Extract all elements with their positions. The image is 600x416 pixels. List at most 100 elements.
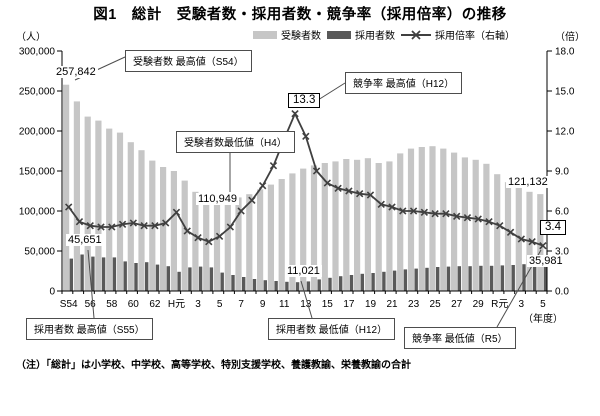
hires-bar bbox=[69, 258, 73, 291]
hires-bar bbox=[317, 279, 321, 291]
examinees-bar bbox=[267, 184, 274, 291]
value-hire-min: 11,021 bbox=[285, 265, 322, 277]
examinees-bar bbox=[63, 84, 70, 291]
annotation-ratio-max: 競争率 最高値（H12） bbox=[345, 72, 463, 94]
x-axis-tick-label: 58 bbox=[106, 299, 118, 310]
hires-bar bbox=[522, 264, 526, 291]
ratio-marker bbox=[366, 191, 375, 199]
hires-bar bbox=[263, 280, 267, 291]
ratio-marker bbox=[377, 200, 385, 208]
annotation-exam-min: 受験者数最低値（H4） bbox=[176, 131, 295, 153]
ratio-marker bbox=[118, 220, 127, 228]
examinees-bar bbox=[397, 153, 404, 291]
x-axis-tick-label: 5 bbox=[540, 299, 546, 310]
hires-bar bbox=[457, 266, 461, 291]
hires-swatch bbox=[327, 30, 351, 39]
examinees-bar bbox=[461, 157, 468, 291]
hires-bar bbox=[177, 271, 181, 291]
hires-bar bbox=[371, 273, 375, 291]
value-ratio-max: 13.3 bbox=[288, 93, 321, 108]
hires-bar bbox=[231, 275, 235, 291]
left-axis-unit: （人） bbox=[16, 32, 46, 43]
examinees-bar bbox=[160, 167, 167, 291]
examinees-bar bbox=[429, 146, 436, 291]
annotation-exam-max: 受験者数 最高値（S54） bbox=[125, 50, 252, 72]
footnote: （注）「総計」は小学校、中学校、高等学校、特別支援学校、養護教諭、栄養教諭の合計 bbox=[16, 360, 411, 371]
legend-item-examinees: 受験者数 bbox=[253, 27, 321, 42]
examinees-bar bbox=[418, 147, 425, 291]
x-axis-tick-label: 23 bbox=[408, 299, 420, 310]
hires-bar bbox=[533, 263, 537, 291]
examinees-bar bbox=[127, 142, 134, 291]
ratio-marker bbox=[517, 235, 526, 243]
chart-title: 図1 総計 受験者数・採用者数・競争率（採用倍率）の推移 bbox=[93, 7, 507, 23]
examinees-swatch bbox=[253, 30, 277, 39]
hires-bar bbox=[198, 266, 203, 291]
ratio-marker bbox=[129, 219, 138, 227]
hires-bar bbox=[188, 267, 192, 291]
x-axis-tick-label: R元 bbox=[491, 299, 508, 310]
hires-bar bbox=[242, 277, 246, 291]
ratio-marker bbox=[420, 208, 429, 216]
value-exam-min: 110,949 bbox=[196, 193, 239, 205]
x-axis-tick-label: 5 bbox=[217, 299, 223, 310]
ratio-marker bbox=[302, 132, 310, 140]
left-axis-tick-label: 150,000 bbox=[19, 167, 56, 178]
hires-bar bbox=[112, 257, 117, 291]
legend-item-hires: 採用者数 bbox=[327, 27, 395, 42]
examinees-bar bbox=[257, 189, 264, 291]
hires-bar bbox=[220, 272, 224, 291]
examinees-bar bbox=[364, 158, 371, 291]
right-axis-unit: （倍） bbox=[555, 32, 585, 43]
hires-bar bbox=[392, 270, 397, 291]
value-hire-max: 45,651 bbox=[66, 234, 104, 246]
hires-bar bbox=[479, 265, 483, 291]
x-axis-tick-label: 13 bbox=[300, 299, 312, 310]
ratio-marker bbox=[291, 110, 299, 118]
examinees-bar bbox=[289, 173, 296, 291]
hires-bar bbox=[500, 265, 505, 291]
examinees-bar bbox=[106, 128, 113, 291]
value-ratio-min: 3.4 bbox=[540, 220, 566, 235]
examinees-bar bbox=[235, 197, 242, 291]
left-axis-tick-label: 100,000 bbox=[19, 207, 56, 218]
ratio-marker bbox=[539, 242, 547, 250]
examinees-bar bbox=[116, 132, 124, 291]
ratio-marker bbox=[237, 207, 245, 215]
examinees-bar bbox=[138, 150, 145, 291]
right-axis-tick-label: 6.0 bbox=[555, 207, 569, 218]
examinees-bar bbox=[192, 191, 199, 291]
x-axis-unit: （年度） bbox=[523, 314, 563, 325]
examinees-bar bbox=[354, 159, 361, 291]
examinees-bar bbox=[515, 187, 522, 291]
x-axis-tick-label: 3 bbox=[195, 299, 201, 310]
x-axis-tick-label: 11 bbox=[279, 299, 290, 310]
hires-bar bbox=[468, 266, 472, 291]
ratio-marker bbox=[205, 238, 213, 246]
examinees-bar bbox=[246, 194, 253, 291]
right-axis-tick-label: 15.0 bbox=[555, 87, 575, 98]
left-axis-tick-label: 0 bbox=[49, 287, 55, 298]
x-axis-tick-label: 25 bbox=[430, 299, 442, 310]
ratio-marker bbox=[215, 232, 224, 240]
ratio-line-swatch bbox=[401, 29, 431, 40]
hires-bar bbox=[349, 275, 354, 291]
ratio-marker bbox=[463, 214, 472, 222]
annotation-ratio-min: 競争率 最低値（R5） bbox=[404, 327, 516, 349]
x-axis-tick-label: 9 bbox=[260, 299, 266, 310]
examinees-bar bbox=[170, 171, 177, 291]
examinees-bar bbox=[440, 148, 447, 291]
ratio-marker bbox=[75, 218, 84, 226]
x-axis-tick-label: 21 bbox=[386, 299, 398, 310]
left-axis-tick-label: 50,000 bbox=[24, 247, 55, 258]
hires-bar bbox=[360, 273, 364, 291]
ratio-marker bbox=[269, 162, 278, 170]
ratio-marker bbox=[345, 187, 353, 195]
value-exam-latest: 121,132 bbox=[506, 176, 550, 188]
hires-bar bbox=[166, 266, 170, 291]
ratio-marker bbox=[442, 210, 450, 218]
examinees-bar bbox=[203, 202, 210, 291]
hires-bar bbox=[511, 265, 515, 291]
x-axis-tick-label: 17 bbox=[343, 299, 355, 310]
